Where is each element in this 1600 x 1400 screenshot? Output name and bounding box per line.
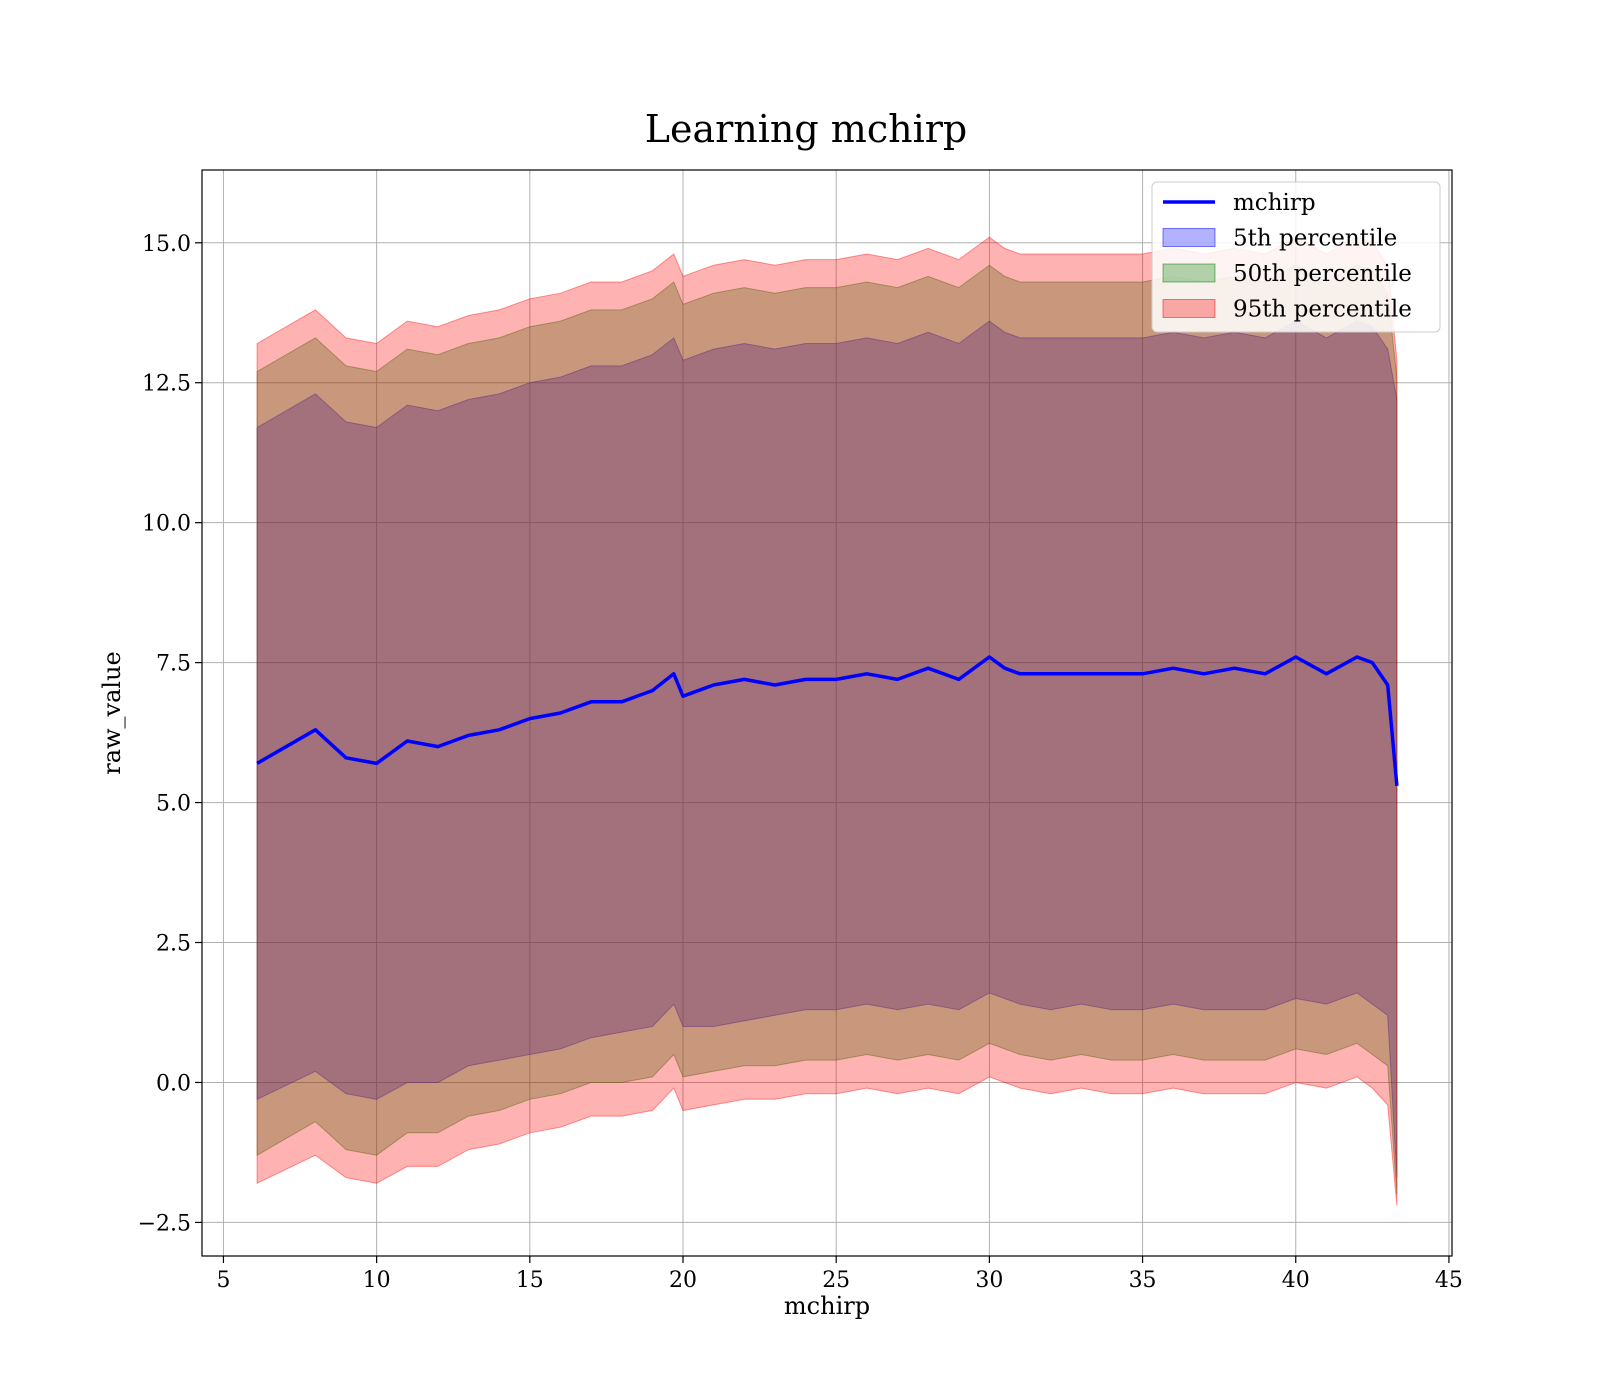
legend-label-95th-percentile: 95th percentile — [1233, 297, 1412, 323]
legend-label-50th-percentile: 50th percentile — [1233, 261, 1412, 287]
y-tick-label: 15.0 — [142, 232, 191, 257]
percentile-bands — [256, 236, 1398, 1206]
x-tick-label: 15 — [516, 1268, 544, 1293]
legend-box — [1151, 181, 1441, 333]
y-tick-label: 10.0 — [142, 512, 191, 537]
x-tick-label: 5 — [216, 1268, 230, 1293]
y-tick-label: 0.0 — [156, 1071, 191, 1096]
chart-title: Learning mchirp — [645, 107, 967, 151]
series-lines — [256, 655, 1399, 786]
legend-swatch-5th-percentile — [1162, 228, 1216, 247]
x-tick-label: 30 — [975, 1268, 1003, 1293]
x-tick-label: 20 — [669, 1268, 697, 1293]
y-tick-label: 2.5 — [156, 932, 191, 957]
y-axis-ticks: −2.5 0.0 2.5 5.0 7.5 10.0 12.5 15.0 — [138, 232, 202, 1236]
legend-label-5th-percentile: 5th percentile — [1233, 226, 1397, 252]
x-tick-label: 40 — [1282, 1268, 1310, 1293]
band-50th-percentile — [256, 264, 1398, 1195]
plot-frame — [201, 169, 1453, 1257]
y-tick-label: 5.0 — [156, 792, 191, 817]
legend-label-mchirp: mchirp — [1233, 190, 1316, 216]
x-tick-label: 10 — [363, 1268, 391, 1293]
y-axis-title: raw_value — [98, 651, 126, 775]
legend: mchirp 5th percentile 50th percentile 95th … — [1151, 181, 1441, 333]
y-tick-label: −2.5 — [138, 1211, 191, 1236]
y-tick-label: 7.5 — [156, 652, 191, 677]
x-axis-ticks: 5 10 15 20 25 30 35 40 45 — [216, 1256, 1463, 1293]
x-tick-label: 35 — [1129, 1268, 1157, 1293]
line-mchirp — [256, 655, 1399, 786]
legend-swatch-95th-percentile — [1162, 299, 1216, 318]
grid — [202, 170, 1452, 1256]
x-tick-label: 25 — [822, 1268, 850, 1293]
band-95th-percentile — [256, 236, 1398, 1206]
x-tick-label: 45 — [1435, 1268, 1463, 1293]
band-5th-percentile — [256, 320, 1398, 1178]
y-tick-label: 12.5 — [142, 372, 191, 397]
x-axis-title: mchirp — [784, 1292, 870, 1320]
legend-swatch-50th-percentile — [1162, 263, 1216, 283]
